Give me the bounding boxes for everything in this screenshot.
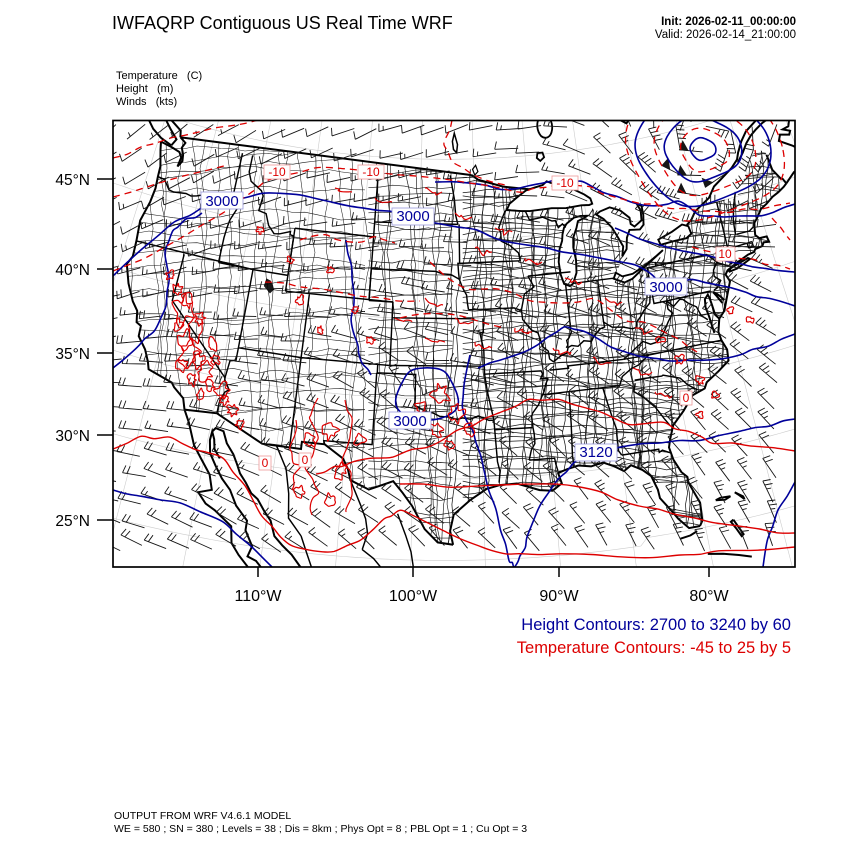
svg-text:3000: 3000 [205,193,238,210]
svg-text:0: 0 [262,456,269,470]
svg-text:10: 10 [718,247,732,261]
svg-text:-10: -10 [362,165,380,179]
svg-text:Height Contours: 2700 to 3240: Height Contours: 2700 to 3240 by 60 [521,616,791,634]
svg-text:OUTPUT FROM WRF V4.6.1 MODEL: OUTPUT FROM WRF V4.6.1 MODEL [114,810,291,822]
svg-text:Temperature (C): Temperature (C) [116,70,202,82]
svg-text:0: 0 [683,391,690,405]
svg-text:80°W: 80°W [689,588,729,605]
svg-text:Valid: 2026-02-14_21:00:00: Valid: 2026-02-14_21:00:00 [655,29,796,41]
svg-text:3120: 3120 [579,444,612,461]
svg-text:100°W: 100°W [389,588,438,605]
svg-text:Temperature Contours: -45 to 2: Temperature Contours: -45 to 25 by 5 [517,639,791,657]
svg-text:40°N: 40°N [55,262,90,279]
svg-text:25°N: 25°N [55,513,90,530]
svg-text:30°N: 30°N [55,428,90,445]
svg-text:3000: 3000 [649,279,682,296]
svg-text:Winds (kts): Winds (kts) [116,96,177,108]
svg-text:45°N: 45°N [55,172,90,189]
svg-text:90°W: 90°W [539,588,579,605]
svg-text:-10: -10 [556,176,574,190]
svg-text:3000: 3000 [393,413,426,430]
svg-text:3000: 3000 [396,208,429,225]
svg-text:IWFAQRP Contiguous US Real Tim: IWFAQRP Contiguous US Real Time WRF [112,13,453,33]
svg-text:Height (m): Height (m) [116,83,173,95]
svg-text:35°N: 35°N [55,346,90,363]
svg-text:Init: 2026-02-11_00:00:00: Init: 2026-02-11_00:00:00 [661,16,796,28]
svg-text:0: 0 [302,453,309,467]
svg-text:110°W: 110°W [234,588,282,605]
svg-text:WE = 580 ; SN = 380 ; Levels =: WE = 580 ; SN = 380 ; Levels = 38 ; Dis … [114,823,527,835]
svg-text:-10: -10 [268,165,286,179]
